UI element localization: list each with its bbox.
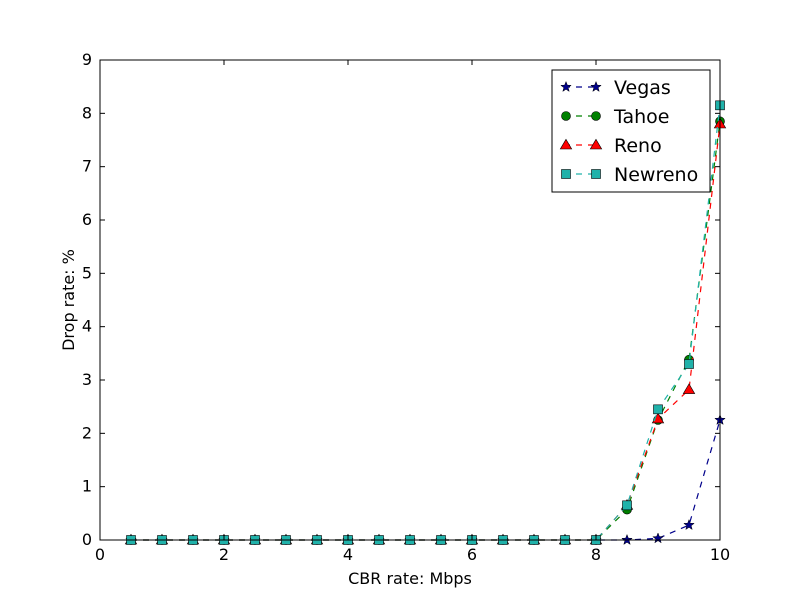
x-tick-label: 0 bbox=[95, 545, 105, 564]
data-point-newreno bbox=[622, 500, 632, 511]
x-tick-label: 10 bbox=[710, 545, 730, 564]
legend-item-newreno: Newreno bbox=[561, 164, 698, 186]
y-tick-label: 8 bbox=[82, 103, 92, 122]
legend-marker-left bbox=[560, 80, 572, 92]
data-point-newreno bbox=[653, 404, 663, 415]
y-tick-label: 4 bbox=[82, 317, 92, 336]
data-point-reno bbox=[682, 383, 696, 394]
legend-label: Newreno bbox=[614, 164, 698, 186]
y-tick-label: 3 bbox=[82, 370, 92, 389]
y-tick-label: 9 bbox=[82, 50, 92, 69]
y-axis-label: Drop rate: % bbox=[59, 249, 78, 351]
legend-marker-right bbox=[589, 138, 603, 150]
y-tick-label: 6 bbox=[82, 210, 92, 229]
legend-label: Tahoe bbox=[613, 106, 669, 128]
y-tick-label: 0 bbox=[82, 530, 92, 549]
legend-marker-right bbox=[591, 169, 601, 179]
data-point-vegas bbox=[683, 518, 695, 531]
legend-box bbox=[551, 69, 711, 193]
y-tick-label: 2 bbox=[82, 423, 92, 442]
x-tick-label: 6 bbox=[467, 545, 477, 564]
data-point-vegas bbox=[652, 532, 664, 544]
legend-marker-left bbox=[559, 138, 573, 150]
data-point-vegas bbox=[621, 533, 633, 545]
axes-layer: 0 2 4 6 8 10 0 1 2 3 4 5 6 7 8 9 bbox=[82, 50, 730, 564]
legend-label: Vegas bbox=[614, 77, 671, 99]
legend-item-tahoe: Tahoe bbox=[561, 106, 669, 128]
y-tick-label: 5 bbox=[82, 263, 92, 282]
y-tick-label: 7 bbox=[82, 157, 92, 176]
data-point-newreno bbox=[684, 359, 694, 369]
legend-label: Reno bbox=[614, 135, 662, 157]
legend-item-reno: Reno bbox=[559, 135, 662, 157]
legend-marker-left bbox=[561, 111, 571, 121]
x-axis-label: CBR rate: Mbps bbox=[348, 569, 472, 588]
y-tick-label: 1 bbox=[82, 477, 92, 496]
legend-marker-right bbox=[590, 80, 602, 92]
legend: Vegas Tahoe Reno Newreno bbox=[551, 69, 711, 193]
x-tick-label: 8 bbox=[591, 545, 601, 564]
legend-marker-left bbox=[561, 169, 571, 179]
legend-marker-right bbox=[591, 111, 601, 121]
x-tick-label: 4 bbox=[343, 545, 353, 564]
legend-item-vegas: Vegas bbox=[560, 77, 671, 99]
x-tick-label: 2 bbox=[219, 545, 229, 564]
plot-frame bbox=[99, 59, 721, 541]
